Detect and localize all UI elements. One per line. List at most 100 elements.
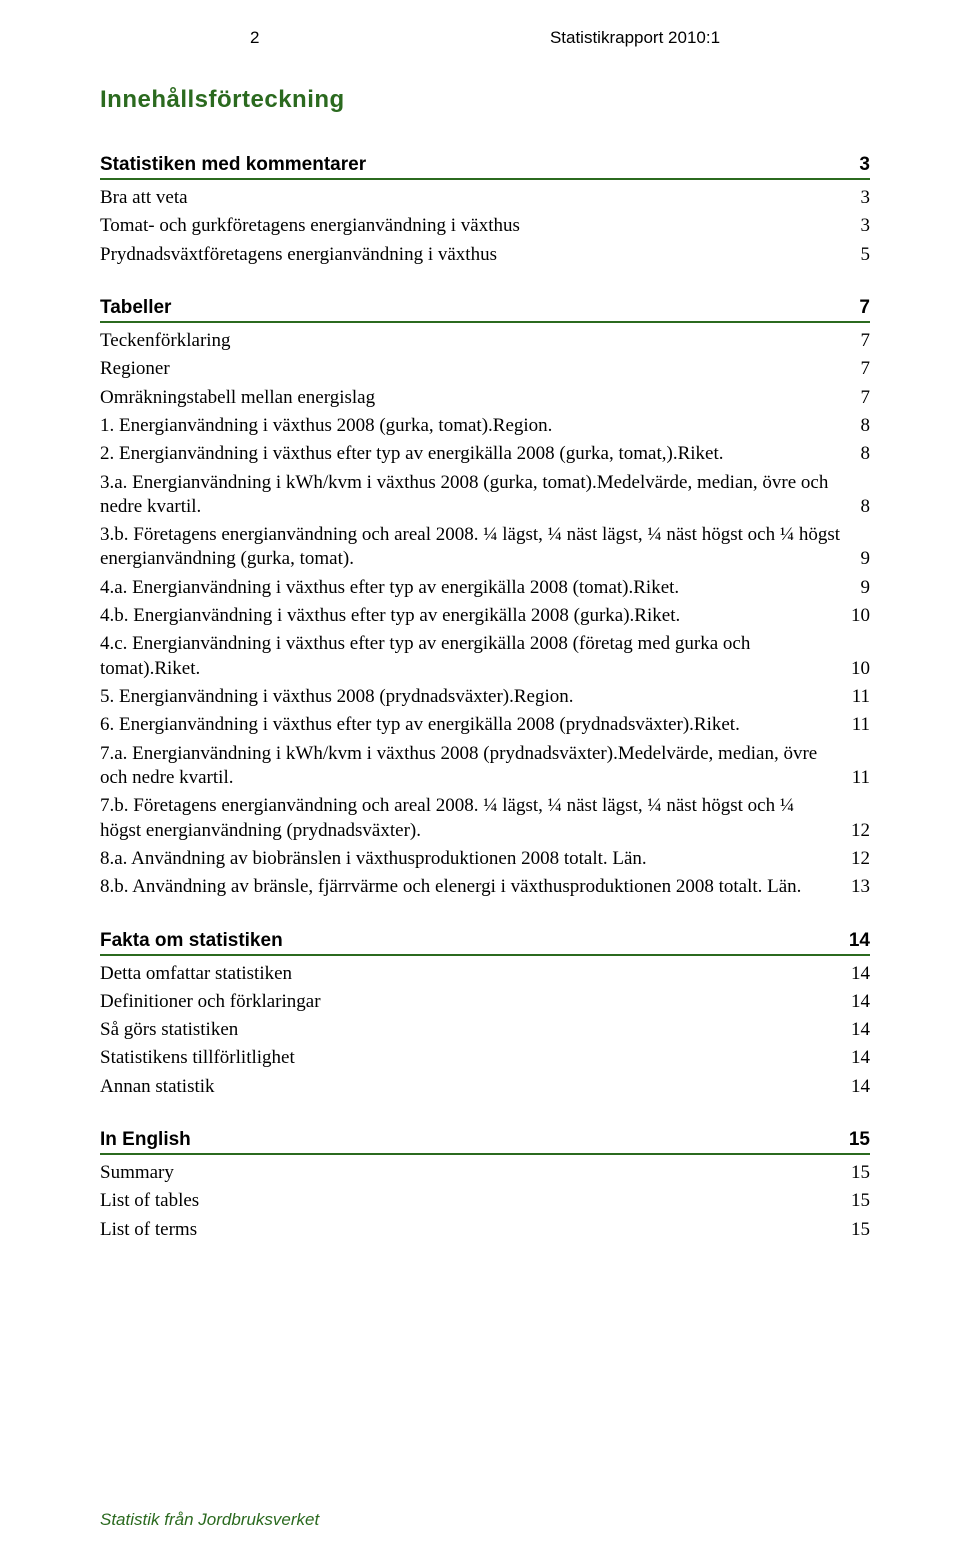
toc-row: Statistikens tillförlitlighet 14: [100, 1046, 870, 1070]
toc-label: 2. Energianvändning i växthus efter typ …: [100, 442, 732, 466]
toc-row: Detta omfattar statistiken 14: [100, 962, 870, 986]
page-footer: Statistik från Jordbruksverket: [100, 1510, 319, 1530]
toc-row: Annan statistik 14: [100, 1075, 870, 1099]
section-title: Fakta om statistiken: [100, 930, 283, 952]
toc-label: Statistikens tillförlitlighet: [100, 1046, 303, 1070]
toc-page: 8: [849, 414, 871, 438]
toc-row: 6. Energianvändning i växthus efter typ …: [100, 713, 870, 737]
toc-row: Prydnadsväxtföretagens energianvändning …: [100, 243, 870, 267]
document-page: 2 Statistikrapport 2010:1 Innehållsförte…: [0, 0, 960, 1556]
toc-label: 3.a. Energianvändning i kWh/kvm i växthu…: [100, 471, 849, 520]
toc-page: 7: [849, 357, 871, 381]
toc-page: 11: [840, 713, 870, 737]
toc-page: 15: [839, 1218, 870, 1242]
toc-label: Prydnadsväxtföretagens energianvändning …: [100, 243, 505, 267]
report-title: Statistikrapport 2010:1: [550, 28, 720, 48]
toc-row: List of tables 15: [100, 1189, 870, 1213]
toc-page: 11: [840, 685, 870, 709]
toc-row: Omräkningstabell mellan energislag7: [100, 386, 870, 410]
toc-label: List of tables: [100, 1189, 207, 1213]
toc-label: Tomat- och gurkföretagens energianvändni…: [100, 214, 528, 238]
toc-label: Annan statistik: [100, 1075, 223, 1099]
toc-label: 5. Energianvändning i växthus 2008 (pryd…: [100, 685, 582, 709]
toc-row: 7.a. Energianvändning i kWh/kvm i växthu…: [100, 742, 870, 791]
section-head: Fakta om statistiken 14: [100, 930, 870, 956]
toc-row: 8.b. Användning av bränsle, fjärrvärme o…: [100, 875, 870, 899]
toc-heading: Innehållsförteckning: [100, 86, 870, 114]
toc-label: Detta omfattar statistiken: [100, 962, 300, 986]
section-title: In English: [100, 1129, 191, 1151]
toc-page: 12: [839, 819, 870, 843]
toc-label: 7.a. Energianvändning i kWh/kvm i växthu…: [100, 742, 840, 791]
toc-label: 7.b. Företagens energianvändning och are…: [100, 794, 839, 843]
toc-page: 9: [849, 547, 871, 571]
toc-label: Summary: [100, 1161, 182, 1185]
toc-page: 10: [839, 657, 870, 681]
toc-page: 15: [839, 1189, 870, 1213]
toc-label: 4.b. Energianvändning i växthus efter ty…: [100, 604, 688, 628]
toc-row: 8.a. Användning av biobränslen i växthus…: [100, 847, 870, 871]
toc-row: Så görs statistiken 14: [100, 1018, 870, 1042]
section-page: 7: [859, 297, 870, 319]
toc-page: 12: [839, 847, 870, 871]
section-head: In English 15: [100, 1129, 870, 1155]
toc-page: 14: [839, 1046, 870, 1070]
toc-label: List of terms: [100, 1218, 205, 1242]
toc-page: 14: [839, 1075, 870, 1099]
toc-page: 3: [849, 214, 871, 238]
section-title: Tabeller: [100, 297, 171, 319]
toc-page: 5: [849, 243, 871, 267]
toc-page: 14: [839, 1018, 870, 1042]
toc-page: 8: [849, 495, 871, 519]
page-header: 2 Statistikrapport 2010:1: [100, 28, 870, 48]
toc-row: Regioner 7: [100, 357, 870, 381]
toc-section-tabeller: Tabeller 7 Teckenförklaring 7 Regioner 7 O…: [100, 297, 870, 900]
toc-label: Teckenförklaring: [100, 329, 239, 353]
toc-row: Definitioner och förklaringar 14: [100, 990, 870, 1014]
toc-row: 1. Energianvändning i växthus 2008 (gurk…: [100, 414, 870, 438]
toc-label: Regioner: [100, 357, 178, 381]
toc-row: 4.b. Energianvändning i växthus efter ty…: [100, 604, 870, 628]
section-head: Tabeller 7: [100, 297, 870, 323]
toc-page: 10: [839, 604, 870, 628]
toc-label: Så görs statistiken: [100, 1018, 246, 1042]
section-page: 14: [849, 930, 870, 952]
toc-label: 8.b. Användning av bränsle, fjärrvärme o…: [100, 875, 809, 899]
toc-page: 3: [849, 186, 871, 210]
toc-page: 11: [840, 766, 870, 790]
toc-row: Tomat- och gurkföretagens energianvändni…: [100, 214, 870, 238]
toc-row: 4.a. Energianvändning i växthus efter ty…: [100, 576, 870, 600]
toc-row: 2. Energianvändning i växthus efter typ …: [100, 442, 870, 466]
toc-page: 7: [849, 329, 871, 353]
toc-label: 6. Energianvändning i växthus efter typ …: [100, 713, 748, 737]
toc-row: Teckenförklaring 7: [100, 329, 870, 353]
toc-section-english: In English 15 Summary 15 List of tables 15…: [100, 1129, 870, 1242]
toc-label: 1. Energianvändning i växthus 2008 (gurk…: [100, 414, 560, 438]
toc-row: Summary 15: [100, 1161, 870, 1185]
section-page: 3: [859, 154, 870, 176]
toc-page: 9: [849, 576, 871, 600]
toc-page: 13: [839, 875, 870, 899]
toc-row: Bra att veta 3: [100, 186, 870, 210]
toc-page: 8: [849, 442, 871, 466]
toc-label: 4.c. Energianvändning i växthus efter ty…: [100, 632, 839, 681]
toc-page: 15: [839, 1161, 870, 1185]
toc-page: 14: [839, 990, 870, 1014]
toc-row: 3.b. Företagens energianvändning och are…: [100, 523, 870, 572]
toc-section-fakta: Fakta om statistiken 14 Detta omfattar s…: [100, 930, 870, 1100]
toc-page: 7: [849, 386, 871, 410]
toc-row: List of terms 15: [100, 1218, 870, 1242]
toc-label: Bra att veta: [100, 186, 196, 210]
section-title: Statistiken med kommentarer: [100, 154, 366, 176]
toc-section-kommentarer: Statistiken med kommentarer 3 Bra att ve…: [100, 154, 870, 267]
toc-row: 5. Energianvändning i växthus 2008 (pryd…: [100, 685, 870, 709]
toc-label: Definitioner och förklaringar: [100, 990, 329, 1014]
toc-row: 3.a. Energianvändning i kWh/kvm i växthu…: [100, 471, 870, 520]
toc-label: 4.a. Energianvändning i växthus efter ty…: [100, 576, 687, 600]
page-number: 2: [250, 28, 290, 48]
section-page: 15: [849, 1129, 870, 1151]
toc-label: 3.b. Företagens energianvändning och are…: [100, 523, 849, 572]
toc-page: 14: [839, 962, 870, 986]
toc-row: 4.c. Energianvändning i växthus efter ty…: [100, 632, 870, 681]
toc-label: 8.a. Användning av biobränslen i växthus…: [100, 847, 655, 871]
